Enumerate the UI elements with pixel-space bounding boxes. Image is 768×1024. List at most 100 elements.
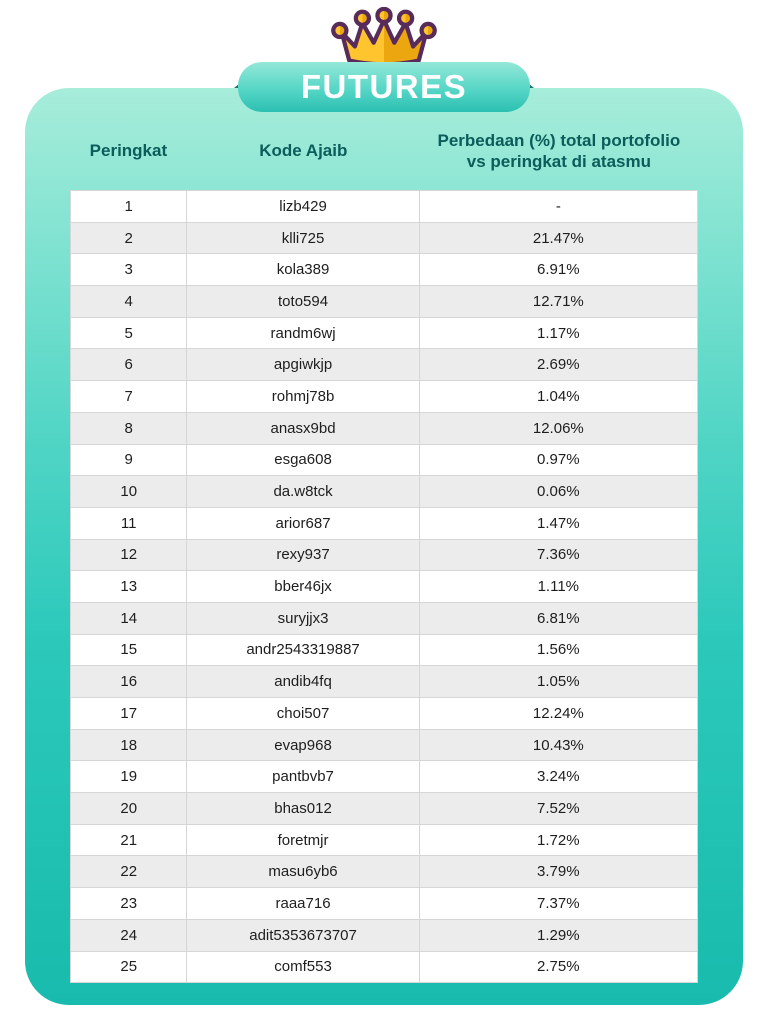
cell-peringkat: 17 (71, 698, 188, 729)
cell-peringkat: 22 (71, 856, 188, 888)
cell-peringkat: 18 (71, 729, 188, 761)
cell-kode-ajaib: bhas012 (187, 793, 420, 824)
table-row: 17 choi507 12.24% (71, 697, 697, 729)
cell-kode-ajaib: rohmj78b (187, 381, 420, 412)
cell-kode-ajaib: bber46jx (187, 571, 420, 602)
cell-kode-ajaib: kola389 (187, 254, 420, 286)
column-header-kode-ajaib: Kode Ajaib (259, 141, 348, 161)
cell-kode-ajaib: lizb429 (187, 191, 420, 222)
table-row: 4 toto594 12.71% (71, 285, 697, 317)
cell-peringkat: 2 (71, 222, 188, 254)
table-row: 24 adit5353673707 1.29% (71, 918, 697, 951)
cell-perbedaan: 12.06% (532, 419, 584, 437)
table-row: 5 randm6wj 1.17% (71, 316, 697, 349)
cell-perbedaan: 12.71% (532, 292, 584, 310)
cell-peringkat: 16 (71, 666, 188, 697)
cell-peringkat: 7 (71, 381, 188, 412)
cell-perbedaan: 7.36% (537, 546, 580, 564)
table-row: 11 arior687 1.47% (71, 506, 697, 539)
cell-peringkat: 14 (71, 602, 188, 634)
cell-peringkat: 21 (71, 824, 188, 856)
cell-kode-ajaib: foretmjr (187, 824, 420, 856)
cell-peringkat: 3 (71, 254, 188, 286)
cell-perbedaan: 1.29% (537, 926, 580, 944)
cell-kode-ajaib: apgiwkjp (187, 349, 420, 381)
cell-peringkat: 24 (71, 919, 188, 951)
cell-peringkat: 4 (71, 286, 188, 317)
table-row: 1 lizb429 - (71, 191, 697, 222)
cell-perbedaan: 7.37% (537, 894, 580, 912)
table-row: 2 klli725 21.47% (71, 221, 697, 254)
column-header-peringkat: Peringkat (89, 141, 168, 161)
cell-kode-ajaib: arior687 (187, 507, 420, 539)
cell-perbedaan: 1.72% (537, 831, 580, 849)
cell-perbedaan: 6.81% (537, 609, 580, 627)
title-banner: FUTURES (234, 62, 534, 112)
cell-perbedaan: - (555, 197, 561, 215)
cell-perbedaan: 0.06% (537, 483, 580, 501)
cell-kode-ajaib: rexy937 (187, 539, 420, 571)
cell-peringkat: 23 (71, 888, 188, 919)
table-row: 12 rexy937 7.36% (71, 538, 697, 571)
table-row: 7 rohmj78b 1.04% (71, 380, 697, 412)
table-row: 16 andib4fq 1.05% (71, 665, 697, 697)
cell-perbedaan: 10.43% (532, 736, 584, 754)
cell-kode-ajaib: comf553 (187, 951, 420, 983)
cell-peringkat: 15 (71, 634, 188, 666)
cell-kode-ajaib: klli725 (187, 222, 420, 254)
table-row: 3 kola389 6.91% (71, 253, 697, 286)
cell-perbedaan: 12.24% (532, 704, 584, 722)
table-row: 25 comf553 2.75% (71, 950, 697, 983)
cell-perbedaan: 1.56% (537, 641, 580, 659)
cell-perbedaan: 6.91% (537, 261, 580, 279)
cell-perbedaan: 2.69% (537, 356, 580, 374)
cell-peringkat: 5 (71, 317, 188, 349)
cell-peringkat: 8 (71, 412, 188, 444)
cell-kode-ajaib: pantbvb7 (187, 761, 420, 793)
cell-kode-ajaib: masu6yb6 (187, 856, 420, 888)
table-row: 6 apgiwkjp 2.69% (71, 348, 697, 381)
cell-peringkat: 10 (71, 476, 188, 507)
cell-kode-ajaib: andr2543319887 (187, 634, 420, 666)
cell-peringkat: 19 (71, 761, 188, 793)
table-row: 13 bber46jx 1.11% (71, 570, 697, 602)
table-row: 10 da.w8tck 0.06% (71, 475, 697, 507)
cell-kode-ajaib: andib4fq (187, 666, 420, 697)
cell-perbedaan: 1.11% (537, 578, 580, 596)
cell-kode-ajaib: suryjjx3 (187, 602, 420, 634)
cell-perbedaan: 1.04% (537, 387, 580, 405)
cell-peringkat: 20 (71, 793, 188, 824)
cell-perbedaan: 1.47% (537, 514, 580, 532)
cell-perbedaan: 0.97% (537, 451, 580, 469)
table-row: 23 raaa716 7.37% (71, 887, 697, 919)
cell-perbedaan: 21.47% (532, 229, 584, 247)
table-row: 22 masu6yb6 3.79% (71, 855, 697, 888)
cell-kode-ajaib: randm6wj (187, 317, 420, 349)
cell-perbedaan: 1.17% (537, 324, 580, 342)
cell-perbedaan: 2.75% (537, 958, 580, 976)
cell-peringkat: 1 (71, 191, 188, 222)
cell-peringkat: 25 (71, 951, 188, 983)
cell-peringkat: 11 (71, 507, 188, 539)
page-title: FUTURES (300, 68, 468, 105)
table-row: 15 andr2543319887 1.56% (71, 633, 697, 666)
cell-kode-ajaib: evap968 (187, 729, 420, 761)
table-row: 9 esga608 0.97% (71, 443, 697, 476)
cell-kode-ajaib: choi507 (187, 698, 420, 729)
table-row: 21 foretmjr 1.72% (71, 823, 697, 856)
table-body: 1 lizb429 - 2 klli725 21.47% 3 kola389 6.91% 4 tot… (70, 190, 698, 984)
cell-perbedaan: 3.79% (537, 863, 580, 881)
cell-perbedaan: 3.24% (537, 768, 580, 786)
cell-kode-ajaib: adit5353673707 (187, 919, 420, 951)
cell-kode-ajaib: da.w8tck (187, 476, 420, 507)
table-row: 8 anasx9bd 12.06% (71, 411, 697, 444)
cell-kode-ajaib: esga608 (187, 444, 420, 476)
cell-kode-ajaib: raaa716 (187, 888, 420, 919)
title-ribbon: FUTURES (238, 62, 530, 112)
cell-perbedaan: 1.05% (537, 673, 580, 691)
table-row: 14 suryjjx3 6.81% (71, 601, 697, 634)
cell-peringkat: 6 (71, 349, 188, 381)
table-header-row: Peringkat Kode Ajaib Perbedaan (%) total… (70, 120, 698, 182)
cell-perbedaan: 7.52% (537, 799, 580, 817)
cell-peringkat: 12 (71, 539, 188, 571)
